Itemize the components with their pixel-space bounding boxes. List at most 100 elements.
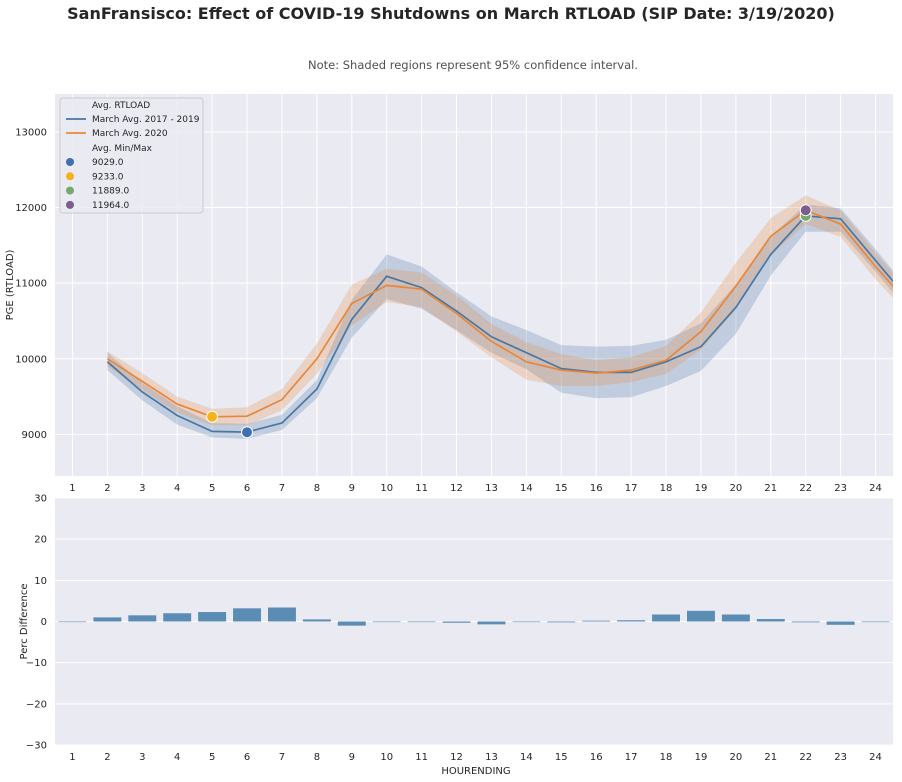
bar-hour-3 [128, 615, 157, 622]
marker-point-11964-0 [799, 204, 812, 217]
bar-hour-1 [58, 621, 87, 623]
legend-marker-swatch [66, 172, 74, 181]
bottom-x-tick-label: 8 [314, 752, 320, 763]
top-x-tick-label: 16 [590, 483, 603, 494]
top-x-tick-label: 5 [209, 483, 215, 494]
legend-marker-label: 11964.0 [92, 201, 129, 211]
bottom-x-tick-label: 22 [799, 752, 812, 763]
top-x-tick-label: 13 [485, 483, 498, 494]
bar-hour-4 [163, 613, 192, 622]
bottom-x-tick-label: 23 [834, 752, 847, 763]
legend-marker-label: 9233.0 [92, 172, 124, 182]
series-2020-line [106, 209, 893, 418]
top-x-tick-label: 21 [764, 483, 777, 494]
legend-marker-label: 9029.0 [92, 158, 124, 168]
top-series-group [106, 195, 893, 439]
bottom-x-tick-label: 11 [415, 752, 428, 763]
bar-hour-6 [233, 608, 262, 622]
bottom-x-tick-label: 4 [174, 752, 180, 763]
top-x-tick-label: 19 [695, 483, 708, 494]
legend-marker-swatch [66, 200, 74, 209]
top-x-tick-label: 7 [279, 483, 285, 494]
top-y-tick-label: 12000 [15, 203, 47, 214]
top-x-tick-label: 6 [244, 483, 250, 494]
legend-marker-swatch [66, 186, 74, 195]
bar-hour-21 [756, 619, 785, 622]
bar-hour-12 [442, 621, 471, 623]
bar-hour-22 [791, 621, 820, 623]
bottom-y-tick-label: −20 [26, 699, 47, 710]
top-y-tick-label: 11000 [15, 279, 47, 290]
bar-hour-18 [652, 614, 681, 622]
bottom-x-tick-label: 19 [695, 752, 708, 763]
top-x-tick-label: 9 [349, 483, 355, 494]
top-x-tick-label: 23 [834, 483, 847, 494]
legend-line-title: Avg. RTLOAD [92, 101, 150, 111]
top-x-tick-label: 10 [380, 483, 393, 494]
bar-hour-9 [337, 621, 366, 626]
bar-hour-20 [721, 614, 750, 622]
legend-label-2017-2019: March Avg. 2017 - 2019 [92, 115, 200, 125]
bar-hour-11 [407, 621, 436, 623]
bottom-x-tick-label: 12 [450, 752, 463, 763]
chart-subtitle: Note: Shaded regions represent 95% confi… [308, 58, 638, 72]
top-y-axis-label: PGE (RTLOAD) [5, 249, 16, 320]
bar-hour-19 [686, 610, 715, 622]
bar-hour-17 [617, 620, 646, 622]
top-x-tick-label: 17 [625, 483, 638, 494]
bottom-x-axis-label: HOURENDING [441, 766, 510, 777]
bottom-x-tick-label: 13 [485, 752, 498, 763]
marker-point-9029-0 [241, 426, 254, 439]
top-x-tick-label: 24 [869, 483, 882, 494]
legend-marker-swatch [66, 158, 74, 166]
legend-marker-title: Avg. Min/Max [92, 144, 153, 154]
top-panel: 1 2 3 4 5 6 7 8 9 10 11 12 13 14 15 16 17 18 19 20 21 22 23 249… [5, 94, 893, 494]
bottom-y-tick-label: −10 [26, 658, 47, 669]
legend-marker-label: 11889.0 [92, 187, 129, 197]
bottom-x-tick-label: 9 [349, 752, 355, 763]
top-legend: Avg. RTLOAD March Avg. 2017 - 2019 March A… [59, 97, 204, 214]
top-x-tick-label: 1 [69, 483, 75, 494]
top-x-tick-label: 22 [799, 483, 812, 494]
series-2017-2019-confidence-band [107, 204, 893, 439]
bottom-x-tick-label: 5 [209, 752, 215, 763]
top-x-tick-label: 18 [660, 483, 673, 494]
bar-hour-2 [93, 617, 122, 622]
top-y-tick-label: 10000 [15, 354, 47, 365]
bottom-x-tick-label: 1 [69, 752, 75, 763]
top-x-tick-label: 20 [730, 483, 743, 494]
top-x-tick-label: 4 [174, 483, 180, 494]
bar-hour-8 [302, 619, 331, 622]
bottom-x-tick-label: 14 [520, 752, 533, 763]
bottom-x-tick-label: 21 [764, 752, 777, 763]
bottom-x-tick-label: 15 [555, 752, 568, 763]
top-x-tick-label: 2 [104, 483, 110, 494]
legend-label-2020: March Avg. 2020 [92, 129, 168, 139]
top-x-tick-label: 12 [450, 483, 463, 494]
bottom-x-tick-label: 7 [279, 752, 285, 763]
bottom-x-tick-label: 20 [730, 752, 743, 763]
bar-hour-15 [547, 621, 576, 623]
legend-box [59, 97, 204, 214]
bottom-y-tick-label: 0 [41, 617, 47, 628]
marker-point-9233-0 [206, 410, 219, 423]
bottom-y-tick-label: 20 [34, 535, 47, 546]
bottom-x-tick-label: 16 [590, 752, 603, 763]
bottom-y-tick-label: 10 [34, 576, 47, 587]
top-x-tick-label: 11 [415, 483, 428, 494]
bar-hour-13 [477, 621, 506, 625]
top-y-tick-label: 13000 [15, 127, 47, 138]
bottom-x-tick-label: 3 [139, 752, 145, 763]
top-x-tick-label: 15 [555, 483, 568, 494]
top-x-tick-label: 3 [139, 483, 145, 494]
chart-title: SanFransisco: Effect of COVID-19 Shutdow… [67, 4, 835, 23]
bar-hour-5 [198, 612, 227, 622]
bottom-x-tick-label: 17 [625, 752, 638, 763]
bar-hour-10 [372, 621, 401, 623]
bottom-x-tick-label: 18 [660, 752, 673, 763]
bottom-x-tick-label: 2 [104, 752, 110, 763]
bottom-x-tick-label: 24 [869, 752, 882, 763]
bottom-x-tick-label: 6 [244, 752, 250, 763]
